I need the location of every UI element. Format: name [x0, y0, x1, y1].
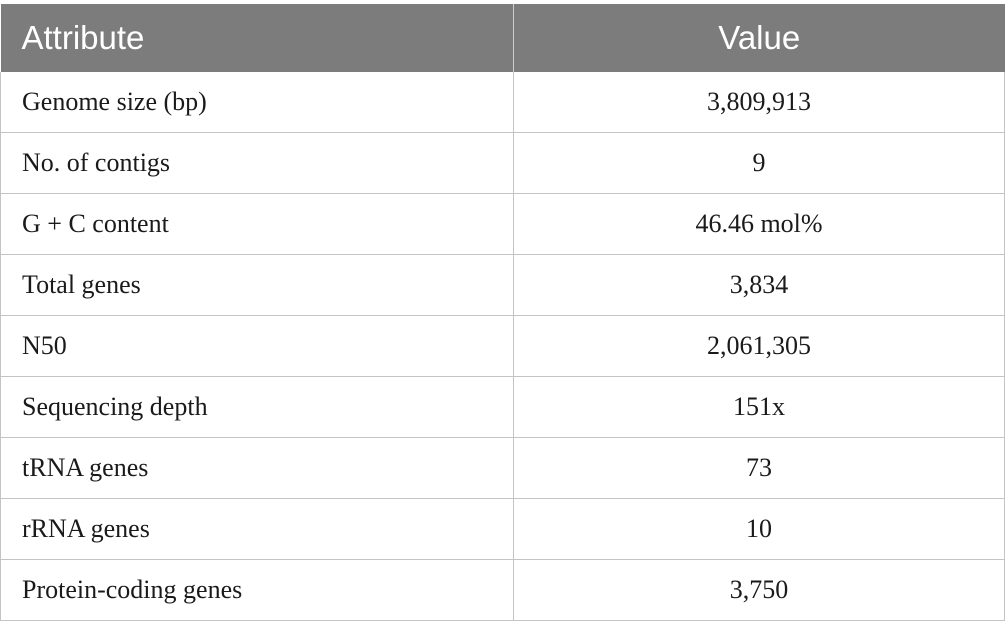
table-row: Sequencing depth 151x: [0, 376, 1005, 438]
value-cell: 73: [513, 437, 1005, 499]
value-cell: 3,834: [513, 254, 1005, 316]
table-row: G + C content 46.46 mol%: [0, 193, 1005, 255]
value-cell: 46.46 mol%: [513, 193, 1005, 255]
table-row: Total genes 3,834: [0, 254, 1005, 316]
table-row: Protein-coding genes 3,750: [0, 559, 1005, 621]
table-row: Genome size (bp) 3,809,913: [0, 72, 1005, 133]
attribute-cell: Sequencing depth: [0, 376, 514, 438]
attribute-cell: Total genes: [0, 254, 514, 316]
attribute-cell: N50: [0, 315, 514, 377]
genome-attributes-table: Attribute Value Genome size (bp) 3,809,9…: [0, 4, 1005, 621]
attribute-cell: Genome size (bp): [0, 72, 514, 133]
attribute-cell: Protein-coding genes: [0, 559, 514, 621]
column-header-value: Value: [513, 4, 1005, 72]
table-header: Attribute Value: [0, 4, 1005, 72]
attribute-cell: tRNA genes: [0, 437, 514, 499]
attribute-cell: G + C content: [0, 193, 514, 255]
value-cell: 3,809,913: [513, 72, 1005, 133]
table-row: N50 2,061,305: [0, 315, 1005, 377]
value-cell: 9: [513, 132, 1005, 194]
genome-attributes-table-container: Attribute Value Genome size (bp) 3,809,9…: [0, 4, 1005, 621]
column-header-attribute: Attribute: [0, 4, 514, 72]
value-cell: 3,750: [513, 559, 1005, 621]
value-cell: 10: [513, 498, 1005, 560]
table-row: rRNA genes 10: [0, 498, 1005, 560]
value-cell: 2,061,305: [513, 315, 1005, 377]
value-cell: 151x: [513, 376, 1005, 438]
attribute-cell: No. of contigs: [0, 132, 514, 194]
table-row: No. of contigs 9: [0, 132, 1005, 194]
attribute-cell: rRNA genes: [0, 498, 514, 560]
header-row: Attribute Value: [0, 4, 1005, 72]
table-row: tRNA genes 73: [0, 437, 1005, 499]
table-body: Genome size (bp) 3,809,913 No. of contig…: [0, 72, 1005, 621]
